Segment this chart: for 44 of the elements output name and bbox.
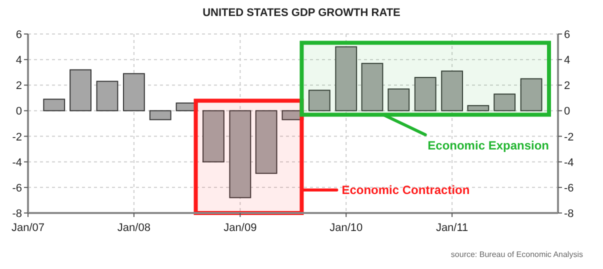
y-tick-label: 4 — [16, 54, 22, 67]
bar — [388, 88, 410, 112]
bar — [229, 110, 252, 198]
y2-tick-label: 6 — [564, 29, 570, 41]
y-tick-label: -6 — [12, 182, 22, 194]
band-label: Economic Expansion — [428, 138, 549, 153]
bar — [520, 78, 542, 112]
bar — [467, 105, 490, 112]
y2-tick-label: 2 — [564, 80, 570, 92]
y-tick-label: -8 — [12, 208, 22, 220]
x-tick-label: Jan/09 — [224, 222, 257, 234]
y-tick-label: -2 — [12, 131, 22, 144]
x-tick-label: Jan/11 — [436, 222, 468, 234]
chart-title: UNITED STATES GDP GROWTH RATE — [202, 7, 400, 19]
bar — [361, 62, 384, 112]
y2-tick-label: -4 — [564, 156, 574, 169]
x-tick-label: Jan/08 — [117, 222, 150, 234]
bar — [149, 110, 172, 120]
y2-tick-label: -6 — [564, 182, 574, 194]
source-note: source: Bureau of Economic Analysis — [450, 250, 583, 259]
bar — [96, 80, 118, 112]
y-tick-label: 2 — [16, 80, 22, 92]
x-tick-label: Jan/10 — [330, 222, 363, 234]
bar — [43, 98, 66, 112]
x-tick-label: Jan/07 — [11, 222, 45, 234]
bar — [282, 110, 304, 120]
band-label: Economic Contraction — [342, 183, 470, 197]
y2-tick-label: 0 — [564, 106, 570, 118]
bar — [308, 90, 330, 112]
y2-tick-label: -8 — [564, 208, 574, 220]
bar — [255, 110, 278, 174]
y2-tick-label: 4 — [564, 54, 570, 67]
bar — [335, 46, 358, 112]
bar — [202, 110, 224, 162]
y-tick-label: 0 — [16, 106, 22, 118]
y2-tick-label: -2 — [564, 131, 574, 144]
bar — [414, 76, 436, 112]
bar — [70, 69, 92, 112]
bar — [122, 73, 145, 112]
y-tick-label: 6 — [16, 29, 22, 41]
bar — [176, 102, 198, 112]
bar — [494, 94, 516, 112]
y-tick-label: -4 — [12, 156, 22, 169]
bar — [441, 70, 464, 112]
